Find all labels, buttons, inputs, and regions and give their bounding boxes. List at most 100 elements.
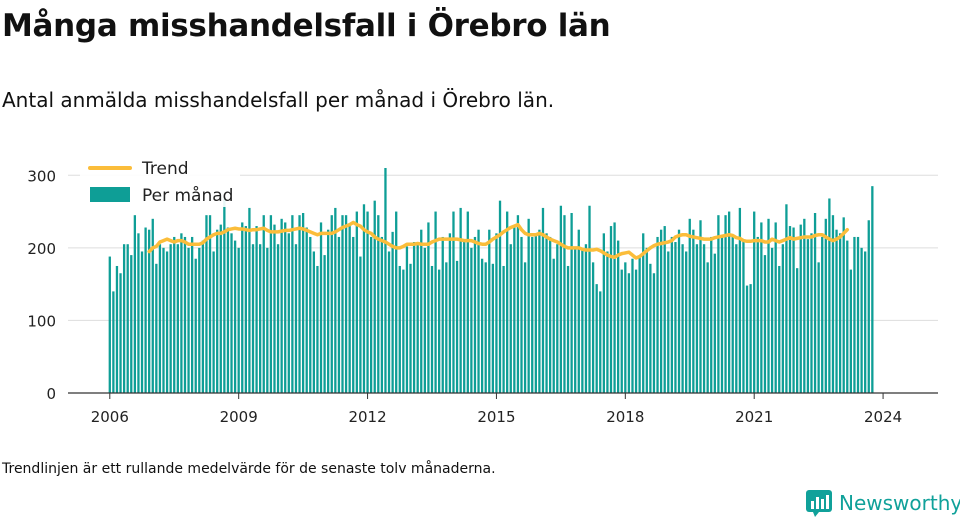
bar — [244, 226, 247, 393]
bar — [405, 246, 409, 393]
bar — [241, 222, 244, 393]
bar — [309, 236, 312, 393]
bar — [427, 222, 430, 393]
bar — [774, 222, 777, 393]
bar — [212, 251, 215, 393]
bar — [155, 263, 158, 393]
bar — [470, 247, 473, 393]
bar — [821, 236, 824, 393]
bar — [652, 273, 656, 393]
bar — [391, 231, 394, 393]
bar — [112, 291, 115, 393]
brand-logo[interactable]: Newsworthy — [805, 489, 960, 517]
newsworthy-logo-icon — [806, 490, 832, 517]
bar — [584, 244, 588, 393]
bar — [541, 207, 545, 393]
bar — [226, 227, 230, 393]
bar — [842, 217, 845, 393]
trend-line — [147, 220, 850, 260]
bar — [448, 233, 452, 393]
x-tick-label: 2009 — [220, 408, 258, 426]
bar — [369, 236, 373, 393]
x-axis: 2006 2009 2012 2015 2018 2021 2024 — [68, 392, 938, 426]
bar — [742, 240, 745, 393]
bar — [849, 269, 853, 393]
bar — [634, 269, 638, 393]
bar — [606, 251, 609, 393]
bar — [420, 229, 423, 393]
bar — [563, 215, 566, 393]
bar — [609, 226, 613, 393]
bar — [294, 244, 298, 393]
x-tick-label: 2006 — [91, 408, 129, 426]
bar — [176, 244, 179, 393]
bar — [688, 218, 691, 393]
bar — [796, 268, 799, 393]
bar — [334, 207, 337, 393]
bar — [259, 244, 262, 393]
bar — [115, 265, 119, 393]
bar — [824, 218, 827, 393]
legend-bar-label: Per månad — [142, 185, 233, 206]
bar — [248, 207, 251, 393]
bar — [788, 226, 792, 393]
bar — [216, 229, 219, 393]
bar — [251, 244, 255, 393]
bar — [223, 197, 226, 393]
bar — [230, 233, 233, 393]
y-tick-label: 300 — [27, 167, 56, 185]
bar — [627, 273, 631, 393]
bar — [387, 251, 391, 393]
bar — [327, 229, 330, 393]
bar — [871, 186, 874, 393]
bar — [667, 251, 670, 393]
x-tick-label: 2012 — [348, 408, 386, 426]
bar — [498, 200, 502, 393]
bar — [122, 244, 126, 393]
bar — [355, 211, 358, 393]
bar — [506, 211, 509, 393]
chart: 2006 2009 2012 2015 2018 2021 2024 0100200300 … — [27, 155, 938, 426]
bar — [126, 244, 129, 393]
chart-title: Många misshandelsfall i Örebro län — [2, 8, 611, 44]
bar — [545, 233, 548, 393]
bar — [724, 215, 727, 393]
bar — [767, 218, 770, 393]
bar — [735, 244, 738, 393]
bar — [631, 258, 634, 393]
bar — [613, 222, 616, 393]
bar — [305, 227, 308, 393]
bar — [745, 285, 749, 393]
bar — [237, 247, 240, 393]
bar — [183, 236, 187, 393]
bar — [717, 215, 720, 393]
bar — [180, 233, 183, 393]
bar — [287, 233, 290, 393]
bar — [502, 265, 505, 393]
bar — [556, 244, 559, 393]
bar — [445, 262, 448, 393]
bar — [276, 244, 280, 393]
bar — [570, 213, 573, 393]
legend: Trend Per månad — [80, 155, 240, 207]
bar — [591, 262, 595, 393]
bar — [778, 265, 781, 393]
bar — [455, 260, 459, 393]
y-tick-label: 0 — [46, 385, 56, 403]
bar — [588, 205, 591, 393]
bar — [194, 258, 197, 393]
bar — [513, 226, 516, 393]
bar — [720, 236, 724, 393]
bar — [359, 256, 362, 393]
bar — [523, 262, 527, 393]
bar — [463, 240, 466, 393]
bar — [738, 207, 742, 393]
bar — [624, 262, 627, 393]
bar — [266, 247, 269, 393]
chart-subtitle: Antal anmälda misshandelsfall per månad … — [2, 88, 555, 112]
bar — [753, 211, 756, 393]
bar — [459, 207, 462, 393]
bar — [377, 215, 380, 393]
bar — [495, 233, 498, 393]
bar — [140, 251, 144, 393]
